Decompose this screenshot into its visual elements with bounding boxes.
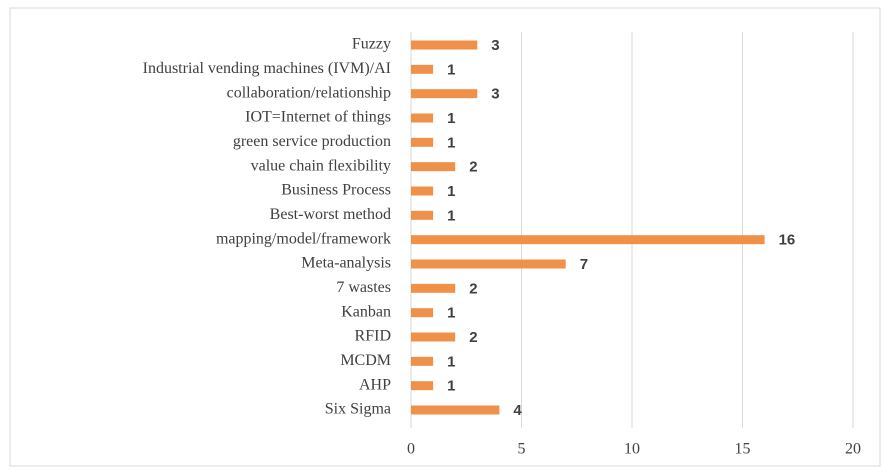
- value-label: 1: [447, 110, 455, 127]
- value-label: 2: [469, 329, 477, 346]
- category-label: AHP: [359, 376, 391, 393]
- category-label: mapping/model/framework: [216, 230, 391, 247]
- bar: [411, 162, 456, 172]
- bar: [411, 283, 456, 293]
- value-label: 3: [491, 86, 499, 103]
- x-tick-label: 15: [735, 441, 751, 458]
- category-label: Business Process: [281, 182, 391, 199]
- category-label: Meta-analysis: [301, 255, 391, 272]
- value-label: 2: [469, 280, 477, 297]
- category-label: Six Sigma: [325, 401, 391, 418]
- category-label: Best-worst method: [270, 206, 391, 223]
- x-tick-label: 0: [407, 441, 415, 458]
- category-label: MCDM: [340, 352, 391, 369]
- bar: [411, 40, 478, 50]
- bar: [411, 356, 434, 366]
- category-label: collaboration/relationship: [227, 84, 391, 101]
- category-label: Fuzzy: [352, 36, 391, 53]
- bar: [411, 308, 434, 318]
- value-label: 7: [580, 256, 588, 273]
- value-label: 1: [447, 207, 455, 224]
- category-label: 7 wastes: [336, 279, 391, 296]
- bar: [411, 259, 566, 269]
- x-tick-label: 5: [518, 441, 526, 458]
- bar: [411, 89, 478, 99]
- x-tick-label: 20: [845, 441, 861, 458]
- category-label: RFID: [355, 328, 391, 345]
- bar: [411, 405, 500, 415]
- bar: [411, 381, 434, 391]
- bar: [411, 113, 434, 123]
- bar: [411, 186, 434, 196]
- bar: [411, 64, 434, 74]
- x-tick-label: 10: [624, 441, 640, 458]
- category-label: green service production: [233, 133, 391, 150]
- value-label: 1: [447, 378, 455, 395]
- value-label: 1: [447, 183, 455, 200]
- value-label: 1: [447, 353, 455, 370]
- category-label: Industrial vending machines (IVM)/AI: [143, 60, 391, 77]
- category-label: value chain flexibility: [251, 157, 391, 174]
- value-label: 16: [779, 232, 796, 249]
- value-label: 2: [469, 159, 477, 176]
- bar: [411, 137, 434, 147]
- value-label: 4: [513, 402, 522, 419]
- bar: [411, 235, 765, 245]
- bar: [411, 332, 456, 342]
- bar: [411, 210, 434, 220]
- chart-border: [9, 7, 881, 467]
- value-label: 3: [491, 37, 499, 54]
- value-label: 1: [447, 134, 455, 151]
- value-label: 1: [447, 61, 455, 78]
- category-label: Kanban: [341, 303, 391, 320]
- category-label: IOT=Internet of things: [245, 109, 391, 126]
- value-label: 1: [447, 305, 455, 322]
